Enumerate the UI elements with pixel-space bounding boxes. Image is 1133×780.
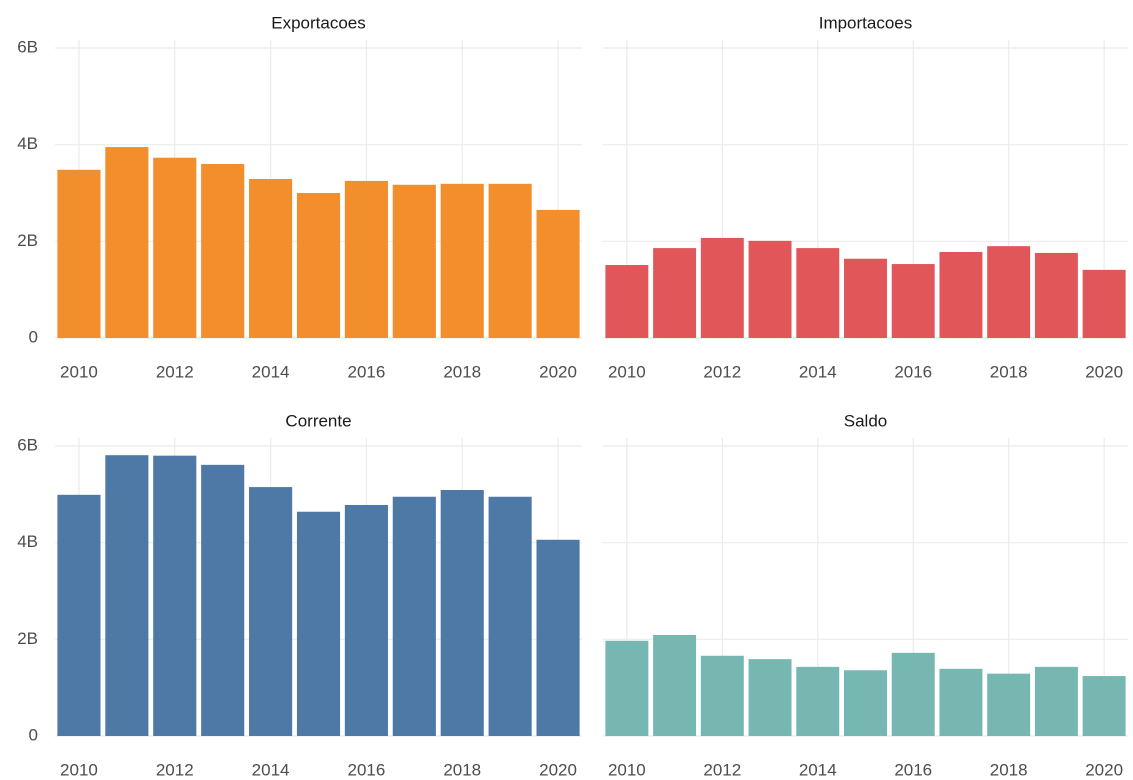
x-tick-label: 2020 [1085,760,1123,779]
x-tick-label: 2012 [703,760,741,779]
bar [653,634,697,736]
x-tick-label: 2018 [443,362,481,381]
panel-title: Corrente [285,411,351,430]
x-tick-label: 2020 [539,362,577,381]
bar [344,504,388,736]
x-tick-label: 2012 [703,362,741,381]
bar [392,496,436,736]
x-tick-label: 2010 [60,362,98,381]
bar [344,180,388,338]
bar [748,659,792,736]
y-tick-label: 6B [17,435,38,454]
y-tick-label: 2B [17,231,38,250]
bar [249,487,293,736]
bar [653,248,697,338]
x-tick-label: 2014 [252,760,290,779]
bar [605,640,649,736]
bar [153,455,197,736]
bar [1034,666,1078,736]
y-tick-label: 6B [17,37,38,56]
bar [700,237,744,338]
y-tick-label: 0 [29,327,38,346]
x-tick-label: 2018 [990,760,1028,779]
x-tick-label: 2014 [799,760,837,779]
bar [1082,269,1126,338]
x-tick-label: 2012 [156,760,194,779]
x-tick-label: 2010 [608,760,646,779]
bar [844,258,887,338]
bar [939,668,983,736]
x-tick-label: 2018 [990,362,1028,381]
bar [891,652,935,736]
bar [536,209,580,338]
bar [796,666,840,736]
x-tick-label: 2016 [894,760,932,779]
bar [440,489,484,736]
bar [392,184,436,338]
bar [748,240,792,338]
bar [296,193,341,338]
bar [605,265,649,338]
bar [939,251,983,338]
y-tick-label: 0 [29,725,38,744]
panel-title: Saldo [844,411,887,430]
x-tick-label: 2020 [539,760,577,779]
x-tick-label: 2016 [347,760,385,779]
y-tick-label: 2B [17,629,38,648]
y-tick-label: 4B [17,134,38,153]
bar [488,183,532,338]
panel-title: Exportacoes [271,13,366,32]
x-tick-label: 2010 [608,362,646,381]
bar [249,178,293,338]
bar [536,539,580,736]
bar [844,670,887,736]
bar [201,164,245,338]
bar [105,147,149,338]
y-tick-label: 4B [17,532,38,551]
x-tick-label: 2010 [60,760,98,779]
bar [1082,676,1126,736]
bar [57,169,101,338]
x-tick-label: 2014 [799,362,837,381]
bar [296,511,341,736]
bar [105,455,149,736]
bar [153,157,197,338]
bar [57,494,101,736]
bar [488,496,532,736]
bar [1034,252,1078,338]
bar [700,655,744,736]
x-tick-label: 2014 [252,362,290,381]
bar [987,673,1031,736]
bar [440,183,484,338]
x-tick-label: 2020 [1085,362,1123,381]
bar [987,246,1031,338]
x-tick-label: 2012 [156,362,194,381]
x-tick-label: 2018 [443,760,481,779]
bar [796,248,840,338]
x-tick-label: 2016 [347,362,385,381]
panel-title: Importacoes [819,13,913,32]
x-tick-label: 2016 [894,362,932,381]
bar [891,264,935,338]
bar [201,464,245,736]
